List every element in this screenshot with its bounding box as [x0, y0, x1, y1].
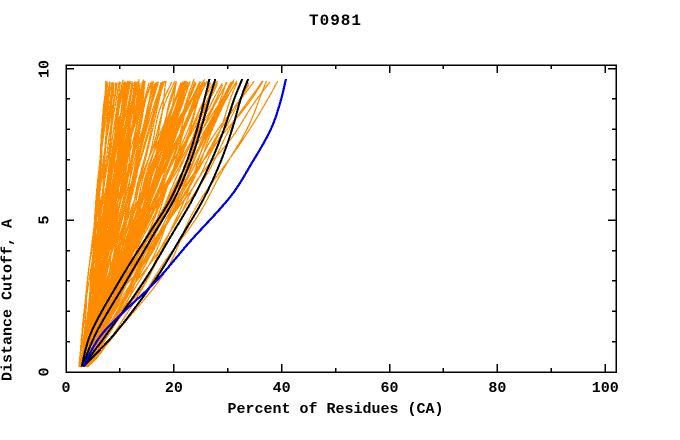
model-curve	[85, 80, 146, 365]
best-model-curve	[82, 78, 288, 367]
model-curve	[84, 81, 126, 366]
highlighted-model-2-curve	[81, 78, 217, 367]
model-curve	[82, 81, 205, 367]
x-tick-label: 20	[164, 380, 183, 397]
y-tick-label: 10	[36, 59, 54, 78]
plot-border	[65, 64, 617, 373]
model-curve	[80, 82, 113, 367]
x-tick-label: 100	[591, 380, 619, 397]
model-curve	[85, 82, 146, 367]
model-curve	[84, 82, 127, 367]
model-curve	[85, 82, 218, 367]
reference-curve	[82, 78, 288, 367]
model-curve	[85, 81, 177, 366]
x-tick-label: 80	[488, 380, 507, 397]
highlighted-model-4-curve	[82, 78, 250, 368]
model-curve	[78, 81, 138, 366]
model-curve	[78, 81, 111, 366]
chart-title: T0981	[308, 12, 362, 30]
plot-frame	[65, 64, 617, 373]
x-tick-label: 40	[272, 380, 291, 397]
model-curve	[87, 82, 141, 367]
x-axis-title: Percent of Residues (CA)	[227, 401, 444, 418]
x-tick-label: 0	[61, 380, 71, 397]
x-tick-label: 60	[380, 380, 399, 397]
model-curve	[86, 82, 203, 368]
model-curve	[86, 81, 153, 367]
y-axis-title-text: Distance Cutoff, A	[0, 219, 16, 382]
highlighted-model-1-curve	[80, 78, 211, 367]
model-curve	[87, 81, 160, 366]
axis-ticks	[65, 65, 616, 373]
model-curve	[82, 81, 130, 366]
y-tick-label: 0	[36, 367, 54, 377]
y-tick-label: 5	[36, 215, 54, 225]
